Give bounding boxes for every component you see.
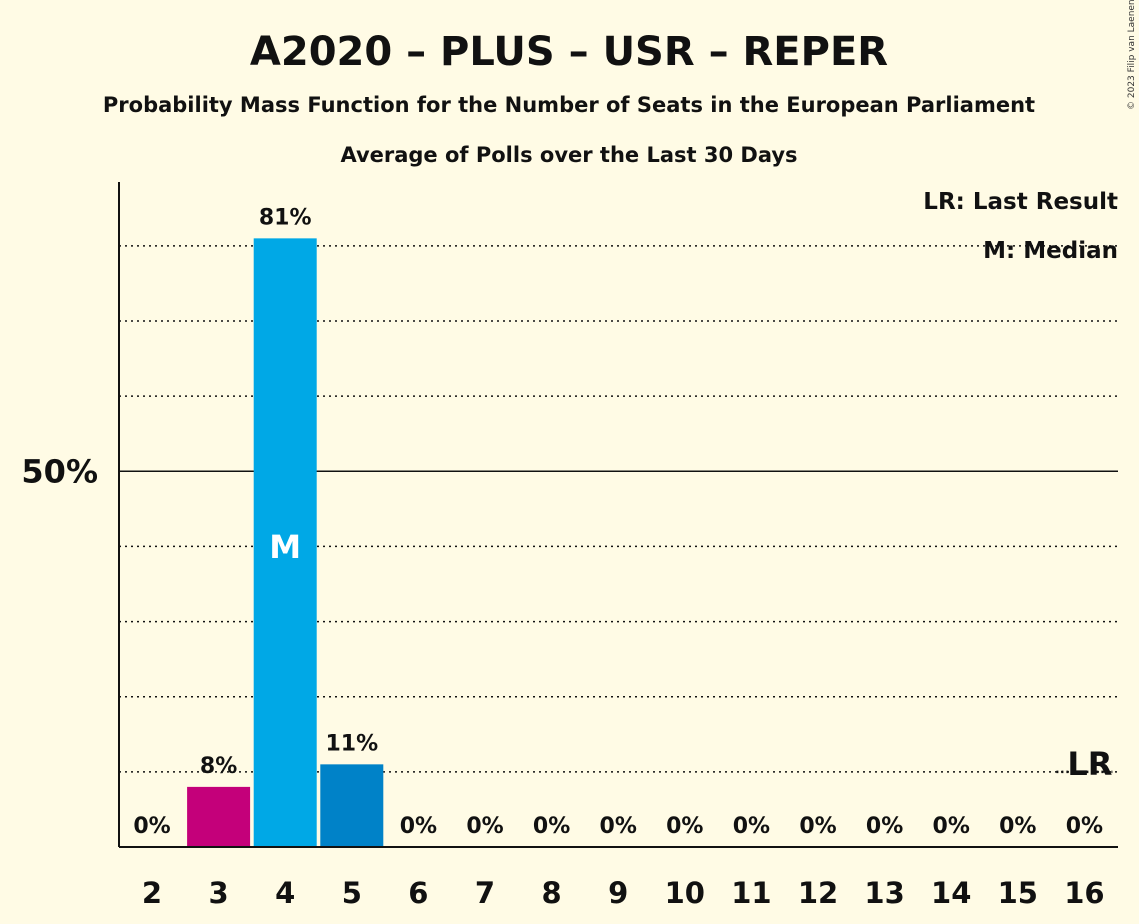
x-tick-label: 7 xyxy=(475,876,495,910)
data-label: 11% xyxy=(325,731,378,756)
data-label: 0% xyxy=(799,814,836,839)
data-label: 0% xyxy=(466,814,503,839)
x-tick-label: 9 xyxy=(608,876,628,910)
data-label: 0% xyxy=(999,814,1036,839)
last-result-marker: LR xyxy=(1067,745,1112,783)
bars xyxy=(187,238,384,847)
data-label: 0% xyxy=(133,814,170,839)
value-labels: LR 0% 8% 81% 11% 0% 0% 0% 0% 0% 0% 0% 0% 0% 0% 0% M xyxy=(133,205,1112,839)
x-tick-label: 6 xyxy=(408,876,428,910)
legend-last-result: LR: Last Result xyxy=(923,189,1118,215)
chart-subtitle-period: Average of Polls over the Last 30 Days xyxy=(340,143,797,167)
x-tick-label: 4 xyxy=(275,876,295,910)
data-label: 0% xyxy=(733,814,770,839)
x-tick-label: 8 xyxy=(542,876,562,910)
x-tick-label: 2 xyxy=(142,876,162,910)
y-tick-label: 50% xyxy=(21,452,98,490)
x-tick-label: 15 xyxy=(998,876,1038,910)
data-label: 81% xyxy=(259,205,312,230)
data-label: 0% xyxy=(533,814,570,839)
data-label: 0% xyxy=(933,814,970,839)
x-tick-label: 12 xyxy=(798,876,838,910)
data-label: 0% xyxy=(1066,814,1103,839)
bar xyxy=(187,786,251,847)
data-label: 0% xyxy=(666,814,703,839)
copyright-notice: © 2023 Filip van Laenen xyxy=(1127,0,1137,110)
chart-title: A2020 – PLUS – USR – REPER xyxy=(250,29,888,75)
data-label: 0% xyxy=(600,814,637,839)
x-tick-label: 5 xyxy=(342,876,362,910)
median-marker: M xyxy=(269,528,301,566)
bar xyxy=(253,238,317,847)
legend: LR: Last Result M: Median xyxy=(923,189,1118,264)
x-tick-label: 11 xyxy=(731,876,771,910)
chart-subtitle: Probability Mass Function for the Number… xyxy=(103,93,1035,117)
x-tick-label: 13 xyxy=(864,876,904,910)
data-label: 8% xyxy=(200,754,237,779)
axes: 50% 2 3 4 5 6 7 8 9 10 11 12 13 14 15 16 xyxy=(21,182,1118,910)
x-tick-label: 16 xyxy=(1064,876,1104,910)
bar xyxy=(320,764,384,847)
x-tick-label: 3 xyxy=(209,876,229,910)
x-tick-label: 14 xyxy=(931,876,971,910)
x-tick-label: 10 xyxy=(665,876,705,910)
data-label: 0% xyxy=(866,814,903,839)
legend-median: M: Median xyxy=(983,238,1118,264)
data-label: 0% xyxy=(400,814,437,839)
